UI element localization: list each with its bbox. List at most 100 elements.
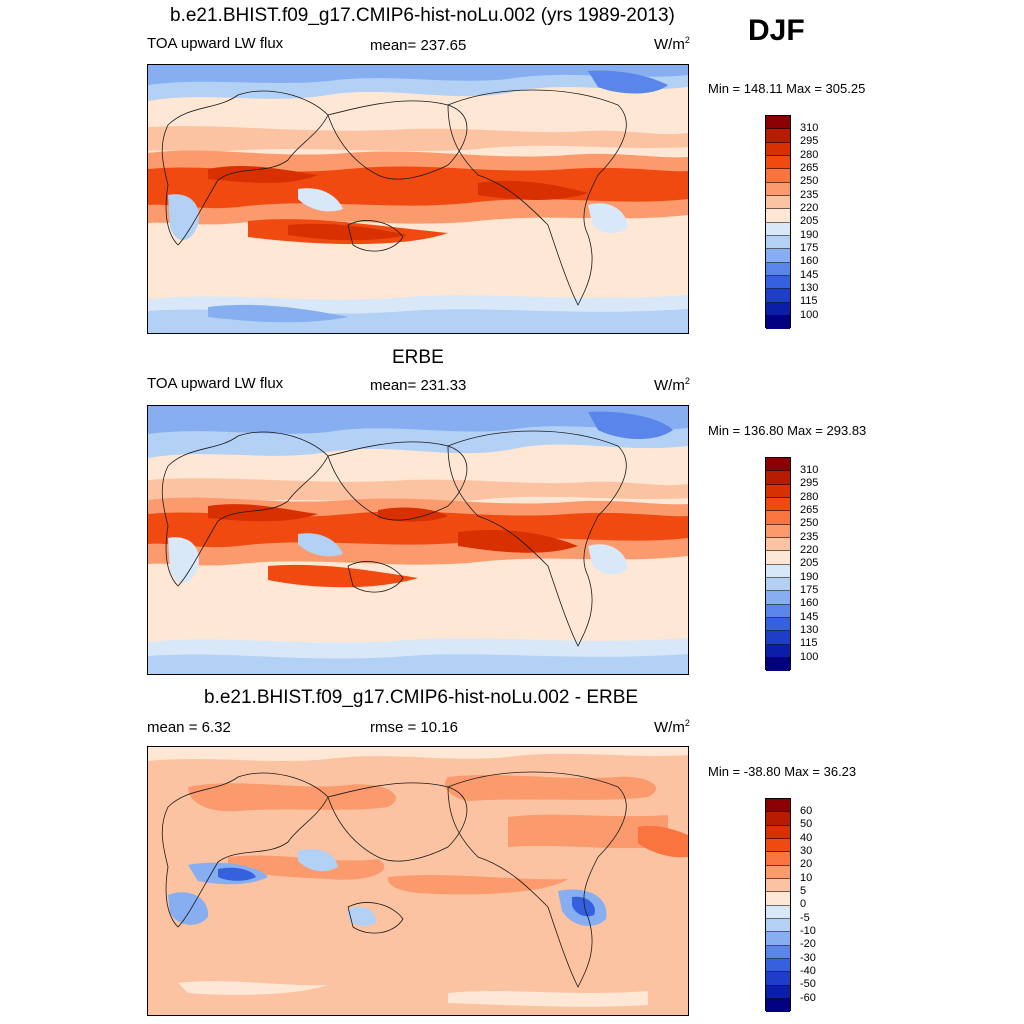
- colorbar-swatch: [766, 302, 790, 316]
- colorbar-swatch: [766, 155, 790, 170]
- colorbar-tick-label: 145: [800, 268, 819, 281]
- colorbar-swatch: [766, 799, 790, 813]
- panel-1-variable-label: TOA upward LW flux: [147, 35, 284, 52]
- colorbar-tick-label: -5: [800, 911, 810, 924]
- colorbar-tick-label: 130: [800, 623, 819, 636]
- colorbar-tick-label: 220: [800, 543, 819, 556]
- colorbar-tick-label: 10: [800, 871, 813, 884]
- panel-2-map: [147, 405, 689, 675]
- colorbar-swatch: [766, 537, 790, 552]
- colorbar-swatch: [766, 471, 790, 485]
- colorbar-tick-label: 0: [800, 898, 807, 911]
- colorbar-swatch: [766, 524, 790, 538]
- colorbar-tick-label: 220: [800, 201, 819, 214]
- colorbar-tick-label: -20: [800, 938, 816, 951]
- panel-2-mean-label: mean= 231.33: [370, 377, 467, 394]
- colorbar-swatch: [766, 878, 790, 893]
- panel-1-min-max: Min = 148.11 Max = 305.25: [708, 81, 866, 96]
- colorbar-swatch: [766, 985, 790, 999]
- colorbar-swatch: [766, 551, 790, 565]
- colorbar-swatch: [766, 657, 790, 672]
- colorbar-swatch: [766, 918, 790, 933]
- colorbar-tick-label: 250: [800, 517, 819, 530]
- panel-3-mean-label: mean = 6.32: [147, 719, 231, 736]
- colorbar-swatch: [766, 289, 790, 303]
- panel-1-title: b.e21.BHIST.f09_g17.CMIP6-hist-noLu.002 …: [170, 5, 675, 26]
- colorbar-swatch: [766, 222, 790, 236]
- colorbar-tick-label: 115: [800, 637, 818, 650]
- panel-3-contour-field: [148, 747, 688, 1015]
- panel-1-colorbar: [765, 115, 791, 330]
- colorbar-swatch: [766, 315, 790, 330]
- colorbar-tick-label: 175: [800, 241, 819, 254]
- colorbar-swatch: [766, 591, 790, 605]
- colorbar-swatch: [766, 129, 790, 143]
- colorbar-tick-label: -40: [800, 964, 816, 977]
- panel-3-colorbar: [765, 798, 791, 1013]
- panel-3-min-max: Min = -38.80 Max = 36.23: [708, 764, 857, 779]
- colorbar-swatch: [766, 142, 790, 156]
- colorbar-tick-label: 295: [800, 135, 819, 148]
- colorbar-swatch: [766, 195, 790, 210]
- season-label: DJF: [748, 14, 805, 47]
- colorbar-tick-label: 100: [800, 308, 819, 321]
- colorbar-swatch: [766, 865, 790, 879]
- colorbar-tick-label: -10: [800, 924, 816, 937]
- colorbar-tick-label: -50: [800, 978, 816, 991]
- panel-3-title: b.e21.BHIST.f09_g17.CMIP6-hist-noLu.002 …: [204, 687, 639, 708]
- colorbar-tick-label: 100: [800, 650, 819, 663]
- colorbar-tick-label: 5: [800, 884, 807, 897]
- colorbar-swatch: [766, 998, 790, 1013]
- colorbar-swatch: [766, 812, 790, 826]
- colorbar-tick-label: 190: [800, 228, 819, 241]
- colorbar-tick-label: -60: [800, 991, 816, 1004]
- colorbar-swatch: [766, 972, 790, 986]
- panel-3-rmse-label: rmse = 10.16: [370, 719, 458, 736]
- colorbar-tick-label: 50: [800, 818, 813, 831]
- colorbar-swatch: [766, 235, 790, 250]
- colorbar-swatch: [766, 825, 790, 839]
- colorbar-swatch: [766, 644, 790, 658]
- colorbar-tick-label: 205: [800, 557, 819, 570]
- colorbar-tick-label: 160: [800, 255, 819, 268]
- panel-2-contour-field: [148, 406, 688, 674]
- colorbar-swatch: [766, 275, 790, 290]
- colorbar-tick-label: 20: [800, 858, 813, 871]
- colorbar-tick-label: 310: [800, 122, 819, 134]
- colorbar-tick-label: 115: [800, 295, 818, 308]
- colorbar-tick-label: 280: [800, 148, 819, 161]
- panel-2-title: ERBE: [392, 347, 444, 368]
- colorbar-swatch: [766, 604, 790, 618]
- colorbar-tick-label: 265: [800, 503, 819, 516]
- colorbar-swatch: [766, 892, 790, 906]
- colorbar-tick-label: 265: [800, 161, 819, 174]
- colorbar-tick-label: 60: [800, 805, 813, 817]
- colorbar-swatch: [766, 958, 790, 973]
- colorbar-swatch: [766, 852, 790, 866]
- colorbar-swatch: [766, 262, 790, 276]
- colorbar-swatch: [766, 169, 790, 183]
- colorbar-swatch: [766, 577, 790, 592]
- panel-2-colorbar: [765, 457, 791, 672]
- colorbar-swatch: [766, 497, 790, 512]
- colorbar-swatch: [766, 838, 790, 853]
- colorbar-swatch: [766, 564, 790, 578]
- panel-1-map: [147, 64, 689, 334]
- colorbar-tick-label: 30: [800, 844, 813, 857]
- colorbar-swatch: [766, 631, 790, 645]
- colorbar-tick-label: 235: [800, 188, 819, 201]
- panel-3-map: [147, 746, 689, 1016]
- colorbar-swatch: [766, 617, 790, 632]
- panel-2-min-max: Min = 136.80 Max = 293.83: [708, 423, 867, 438]
- panel-2-variable-label: TOA upward LW flux: [147, 375, 284, 392]
- panel-2-units: W/m2: [654, 376, 690, 394]
- colorbar-tick-label: 175: [800, 583, 819, 596]
- colorbar-tick-label: 310: [800, 464, 819, 476]
- colorbar-tick-label: 280: [800, 490, 819, 503]
- colorbar-tick-label: 235: [800, 530, 819, 543]
- colorbar-swatch: [766, 182, 790, 196]
- panel-1-mean-label: mean= 237.65: [370, 37, 467, 54]
- panel-3-units: W/m2: [654, 718, 690, 736]
- colorbar-swatch: [766, 458, 790, 472]
- colorbar-tick-label: 130: [800, 281, 819, 294]
